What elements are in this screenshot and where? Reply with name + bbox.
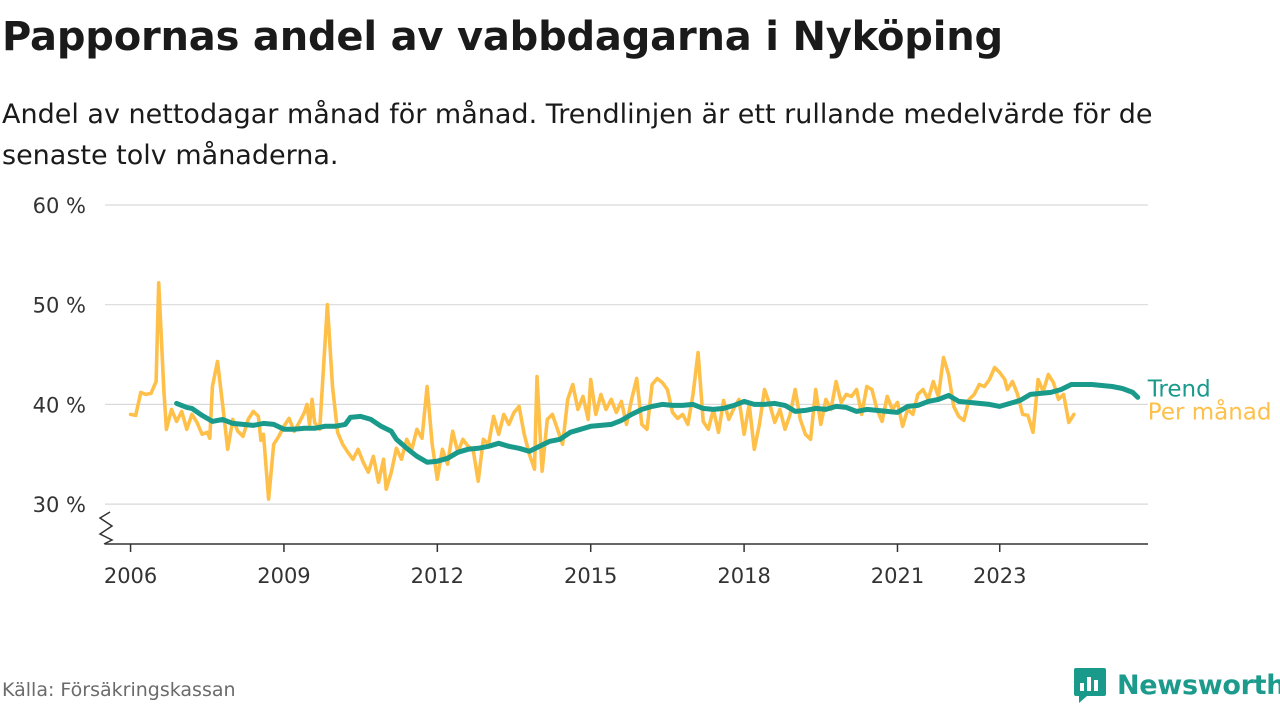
- line-chart: 30 % 40 % 50 % 60 % 2006 2009 2012 2015 2018 202…: [33, 194, 1272, 588]
- x-tick-label: 2021: [871, 564, 924, 588]
- x-tick-label: 2023: [973, 564, 1026, 588]
- brand-logo[interactable]: Newsworthy: [1073, 666, 1280, 704]
- series-line-trend: [174, 382, 1141, 465]
- y-tick-label: 60 %: [33, 194, 86, 218]
- y-tick-label: 30 %: [33, 493, 86, 517]
- series-line-monthly: [128, 281, 1076, 501]
- source-note: Källa: Försäkringskassan: [2, 679, 236, 701]
- x-tick-label: 2015: [564, 564, 617, 588]
- chart-subtitle: Andel av nettodagar månad för månad. Tre…: [2, 99, 1153, 171]
- x-tick-label: 2018: [717, 564, 770, 588]
- series-lines: [128, 281, 1141, 501]
- series-label-monthly: Per månad: [1148, 397, 1272, 425]
- newsworthy-logo-icon: [1074, 668, 1106, 703]
- x-axis-ticks: 2006 2009 2012 2015 2018 2021 2023: [104, 544, 1026, 588]
- x-tick-label: 2006: [104, 564, 157, 588]
- axis-break-icon: [98, 511, 114, 545]
- y-tick-label: 50 %: [33, 294, 86, 318]
- x-tick-label: 2012: [411, 564, 464, 588]
- y-axis-ticks: 30 % 40 % 50 % 60 %: [33, 194, 86, 517]
- chart-title: Pappornas andel av vabbdagarna i Nyköpin…: [2, 14, 1003, 60]
- y-tick-label: 40 %: [33, 393, 86, 417]
- x-tick-label: 2009: [257, 564, 310, 588]
- series-label-trend: Trend: [1147, 376, 1211, 402]
- brand-name: Newsworthy: [1117, 669, 1280, 701]
- gridlines: [105, 204, 1148, 505]
- x-axis: [98, 511, 1148, 545]
